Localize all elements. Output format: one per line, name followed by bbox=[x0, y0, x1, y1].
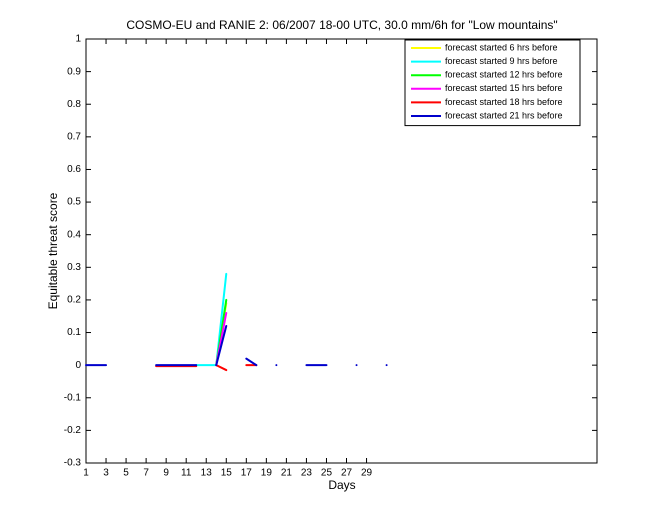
y-tick-label: -0.3 bbox=[64, 458, 82, 469]
x-tick-label: 7 bbox=[143, 468, 149, 479]
x-tick-label: 15 bbox=[221, 468, 233, 479]
y-tick-label: 0.9 bbox=[67, 66, 81, 77]
y-tick-label: -0.1 bbox=[64, 392, 82, 403]
y-tick-label: 0 bbox=[75, 360, 81, 371]
y-tick-label: 0.1 bbox=[67, 327, 81, 338]
legend-label: forecast started 21 hrs before bbox=[445, 110, 563, 120]
y-tick-label: 0.5 bbox=[67, 197, 81, 208]
x-tick-label: 21 bbox=[281, 468, 293, 479]
x-tick-label: 3 bbox=[103, 468, 109, 479]
series-line bbox=[85, 325, 388, 367]
x-tick-label: 13 bbox=[201, 468, 213, 479]
y-tick-label: 0.6 bbox=[67, 164, 81, 175]
legend-label: forecast started 18 hrs before bbox=[445, 97, 563, 107]
chart-title: COSMO-EU and RANIE 2: 06/2007 18-00 UTC,… bbox=[126, 18, 557, 32]
x-tick-label: 25 bbox=[321, 468, 333, 479]
x-axis-label: Days bbox=[328, 478, 355, 492]
legend-label: forecast started 9 hrs before bbox=[445, 56, 558, 66]
y-tick-label: 0.2 bbox=[67, 295, 81, 306]
y-tick-label: 0.4 bbox=[67, 229, 81, 240]
x-tick-label: 9 bbox=[163, 468, 169, 479]
y-tick-label: 0.3 bbox=[67, 262, 81, 273]
y-tick-label: 0.8 bbox=[67, 99, 81, 110]
x-tick-label: 23 bbox=[301, 468, 313, 479]
legend-label: forecast started 12 hrs before bbox=[445, 70, 563, 80]
y-tick-label: 0.7 bbox=[67, 131, 81, 142]
y-tick-label: 1 bbox=[75, 34, 81, 45]
x-tick-label: 11 bbox=[181, 468, 192, 479]
x-tick-label: 29 bbox=[361, 468, 373, 479]
legend-box bbox=[404, 39, 581, 127]
y-tick-label: -0.2 bbox=[64, 425, 82, 436]
x-tick-label: 17 bbox=[241, 468, 253, 479]
legend-label: forecast started 6 hrs before bbox=[445, 42, 558, 52]
x-tick-label: 5 bbox=[123, 468, 129, 479]
series-line bbox=[195, 272, 228, 367]
x-tick-label: 1 bbox=[83, 468, 89, 479]
x-tick-label: 27 bbox=[341, 468, 353, 479]
legend-label: forecast started 15 hrs before bbox=[445, 83, 563, 93]
x-tick-label: 19 bbox=[261, 468, 273, 479]
y-axis-label: Equitable threat score bbox=[46, 192, 60, 309]
